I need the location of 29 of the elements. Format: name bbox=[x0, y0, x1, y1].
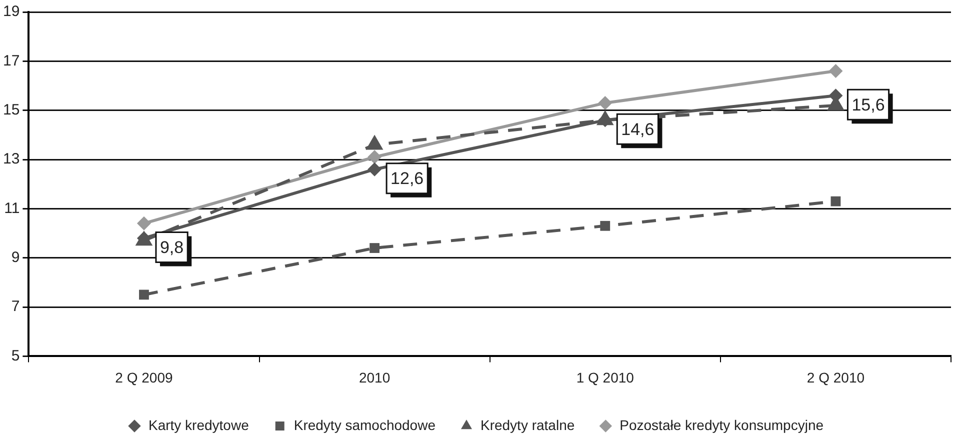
point bbox=[828, 64, 843, 78]
data-label: 15,6 bbox=[852, 95, 885, 114]
point bbox=[368, 150, 382, 164]
y-tick-label: 5 bbox=[11, 347, 20, 364]
point bbox=[368, 162, 382, 176]
x-tick-label: 2010 bbox=[358, 369, 390, 386]
point bbox=[139, 290, 149, 300]
y-tick-label: 7 bbox=[11, 298, 20, 316]
point bbox=[370, 243, 380, 253]
legend-label: Karty kredytowe bbox=[148, 416, 250, 433]
point bbox=[830, 196, 841, 206]
data-label: 9,8 bbox=[160, 238, 184, 257]
point bbox=[136, 216, 151, 230]
y-tick-label: 13 bbox=[2, 150, 20, 168]
x-tick-label: 1 Q 2010 bbox=[576, 369, 634, 386]
data-label: 14,6 bbox=[621, 120, 654, 139]
data-label: 12,6 bbox=[390, 169, 424, 188]
x-tick-label: 2 Q 2009 bbox=[115, 369, 173, 386]
point bbox=[598, 96, 612, 110]
y-tick-label: 15 bbox=[2, 101, 20, 118]
y-tick-label: 11 bbox=[4, 200, 20, 217]
y-tick-label: 19 bbox=[2, 3, 20, 20]
legend-label: Pozostałe kredyty konsumpcyjne bbox=[620, 416, 824, 433]
point bbox=[600, 220, 610, 231]
y-tick-label: 9 bbox=[11, 249, 20, 266]
x-tick-label: 2 Q 2010 bbox=[806, 369, 865, 386]
y-tick-label: 17 bbox=[2, 52, 20, 70]
legend-label: Kredyty samochodowe bbox=[294, 416, 436, 433]
legend-label: Kredyty ratalne bbox=[480, 416, 575, 433]
